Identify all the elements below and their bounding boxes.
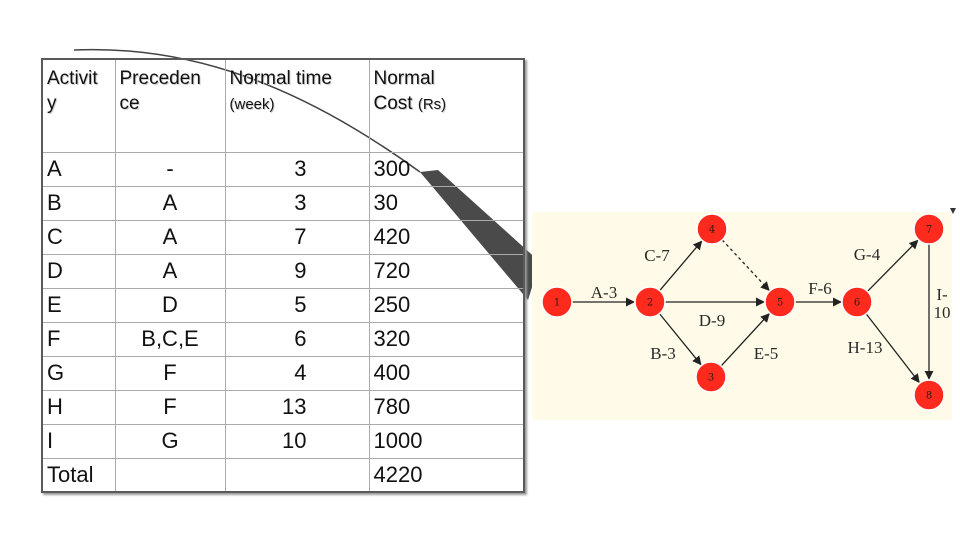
table-row: E D 5 250 — [41, 287, 525, 323]
header-precedence: Preceden ce — [114, 58, 226, 153]
cell-time: 6 — [224, 321, 370, 357]
node-circle — [696, 213, 728, 245]
cell-cost: 1000 — [368, 423, 525, 459]
edge-label-i-10-part2: 10 — [934, 303, 951, 322]
edge-4-5 — [721, 239, 770, 291]
node-7: 7 — [913, 213, 945, 245]
cell-time: 3 — [224, 151, 370, 187]
cell-activity: I — [41, 423, 116, 459]
header-normal-time: Normal time (week) — [224, 58, 370, 153]
cell-cost: 780 — [368, 389, 525, 425]
edge-2-3 — [658, 313, 702, 366]
node-4: 4 — [696, 213, 728, 245]
table-row: I G 10 1000 — [41, 423, 525, 459]
cell-total-label: Total — [41, 457, 116, 493]
activity-table: Activit y Preceden ce Normal time (week)… — [41, 58, 525, 493]
cell-time: 4 — [224, 355, 370, 391]
cell-total-time — [224, 457, 370, 493]
header-normal-cost: Normal Cost (Rs) — [368, 58, 525, 153]
table-body: A -3 300 B A 3 30 C A 7 420 D A 9 720 E D 5 250 F B,C,E 6 320 G… — [41, 151, 525, 459]
edge-label-i-10-part1: I- — [936, 285, 948, 304]
cell-activity: F — [41, 321, 116, 357]
table-header-row: Activit y Preceden ce Normal time (week)… — [41, 58, 525, 153]
cell-time: 9 — [224, 253, 370, 289]
table-row: B A 3 30 — [41, 185, 525, 221]
node-circle — [695, 361, 727, 393]
edge-label-h-13: H-13 — [848, 338, 883, 357]
cell-cost: 720 — [368, 253, 525, 289]
edge-label-e-5: E-5 — [754, 344, 779, 363]
node-circle — [764, 286, 796, 318]
cell-cost: 400 — [368, 355, 525, 391]
node-5: 5 — [764, 286, 796, 318]
cell-precedence: A — [114, 185, 226, 221]
node-6: 6 — [841, 286, 873, 318]
table-row: A -3 300 — [41, 151, 525, 187]
table-row: D A 9 720 — [41, 253, 525, 289]
cell-cost: 420 — [368, 219, 525, 255]
cell-cost: 250 — [368, 287, 525, 323]
table-row: F B,C,E 6 320 — [41, 321, 525, 357]
cell-cost: 320 — [368, 321, 525, 357]
cell-time: 3 — [224, 185, 370, 221]
cell-activity: H — [41, 389, 116, 425]
node-circle — [541, 286, 573, 318]
node-8: 8 — [913, 379, 945, 411]
edge-label-d-9: D-9 — [699, 311, 725, 330]
node-circle — [634, 286, 666, 318]
edge-label-a-3: A-3 — [591, 283, 617, 302]
cell-cost: 300 — [368, 151, 525, 187]
node-3: 3 — [695, 361, 727, 393]
table-total-row: Total 4220 — [41, 457, 525, 493]
node-circle — [841, 286, 873, 318]
edge-label-b-3: B-3 — [650, 344, 676, 363]
edge-3-5 — [720, 313, 770, 367]
node-label: 5 — [777, 298, 783, 309]
cell-activity: C — [41, 219, 116, 255]
edge-2-4 — [659, 240, 703, 291]
node-label: 4 — [709, 225, 715, 236]
node-label: 8 — [926, 391, 932, 402]
cell-activity: B — [41, 185, 116, 221]
edge-6-7 — [867, 239, 919, 292]
node-circle — [913, 213, 945, 245]
table-row: H F 13 780 — [41, 389, 525, 425]
cell-precedence: D — [114, 287, 226, 323]
network-panel-background — [532, 212, 952, 420]
cell-total-cost: 4220 — [368, 457, 525, 493]
edge-6-8 — [865, 313, 920, 384]
node-label: 1 — [554, 298, 560, 309]
cell-precedence: B,C,E — [114, 321, 226, 357]
cell-activity: G — [41, 355, 116, 391]
node-label: 3 — [708, 373, 714, 384]
node-1: 1 — [541, 286, 573, 318]
node-circle — [913, 379, 945, 411]
cell-total-precedence — [114, 457, 226, 493]
node-label: 2 — [647, 298, 653, 309]
edge-label-c-7: C-7 — [644, 246, 670, 265]
panel-corner-mark — [950, 208, 956, 214]
cell-precedence: F — [114, 389, 226, 425]
node-label: 7 — [926, 225, 932, 236]
header-activity: Activit y — [41, 58, 116, 153]
node-label: 6 — [854, 298, 860, 309]
node-2: 2 — [634, 286, 666, 318]
table-row: G F 4 400 — [41, 355, 525, 391]
table-row: C A 7 420 — [41, 219, 525, 255]
edge-label-g-4: G-4 — [854, 245, 881, 264]
cell-cost: 30 — [368, 185, 525, 221]
edge-label-f-6: F-6 — [808, 279, 832, 298]
